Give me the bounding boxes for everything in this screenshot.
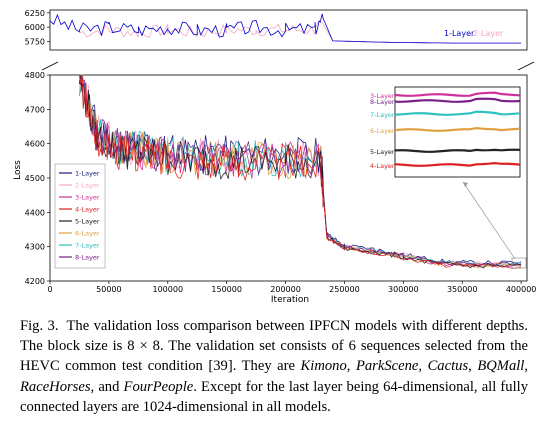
top-series-line <box>49 13 522 44</box>
main-x-tick-labels: 0 50000 100000 150000 200000 250000 300000 3500… <box>47 281 536 294</box>
main-x-tick-label: 0 <box>47 285 52 294</box>
top-panel: 6250 6000 5750 1-Layer 2-Layer <box>25 9 528 51</box>
caption-name-1: Kimono <box>300 358 347 375</box>
y-axis-label: Loss <box>13 160 23 180</box>
main-x-tick-label: 300000 <box>388 285 419 294</box>
main-panel: 4200 4300 4400 4500 4600 4700 4800 0 50000 10000… <box>13 71 536 305</box>
legend-items: 1-Layer 2-Layer 3-Layer 4-Layer 5-Layer 6-Lay… <box>59 170 100 262</box>
caption-text-1: The validation loss comparison between I… <box>20 318 528 375</box>
inset-line <box>394 161 521 167</box>
caption-sep: , <box>418 358 428 375</box>
main-x-tick-label: 150000 <box>211 285 242 294</box>
legend-label: 7-Layer <box>75 242 100 250</box>
legend-label: 6-Layer <box>75 230 100 238</box>
caption-name-3: Cactus <box>427 358 469 375</box>
main-y-tick-label: 4400 <box>25 208 45 217</box>
legend-label: 8-Layer <box>75 254 100 262</box>
top-y-tick-label: 6000 <box>25 23 45 32</box>
main-y-tick-labels: 4200 4300 4400 4500 4600 4700 4800 <box>25 71 50 286</box>
inset-line <box>394 97 521 103</box>
main-x-tick-label: 400000 <box>506 285 537 294</box>
inset-label: 7-Layer <box>370 111 395 119</box>
top-legend-1layer: 1-Layer <box>444 29 475 38</box>
legend-label: 2-Layer <box>75 182 100 190</box>
zoom-arrowhead <box>463 182 468 187</box>
figure-caption: Fig. 3. The validation loss comparison be… <box>20 316 528 417</box>
legend-label: 1-Layer <box>75 170 100 178</box>
zoom-connector <box>462 181 516 260</box>
main-series-line <box>79 82 522 268</box>
caption-sep: , and <box>90 378 124 395</box>
top-y-tick-label: 6250 <box>25 9 45 18</box>
main-y-tick-label: 4300 <box>25 243 45 252</box>
main-y-tick-label: 4800 <box>25 71 45 80</box>
legend-label: 3-Layer <box>75 194 100 202</box>
caption-name-6: FourPeople <box>123 378 194 395</box>
caption-name-2: ParkScene <box>355 358 419 375</box>
inset-label: 6-Layer <box>370 127 395 135</box>
top-legend-2layer: 2-Layer <box>473 29 504 38</box>
top-y-tick-labels: 6250 6000 5750 <box>25 9 50 46</box>
legend-box <box>54 163 106 269</box>
main-series-line <box>79 74 522 267</box>
main-y-tick-label: 4600 <box>25 140 45 149</box>
x-axis-label: Iteration <box>271 295 309 305</box>
inset-line <box>394 126 521 132</box>
main-y-tick-label: 4200 <box>25 277 45 286</box>
zoom-region <box>511 257 527 269</box>
inset-line <box>394 91 521 97</box>
caption-name-4: BQMall <box>477 358 525 375</box>
caption-name-5: RaceHorses <box>20 378 91 395</box>
main-series-line <box>79 74 522 269</box>
main-series-lines <box>79 73 522 269</box>
main-series-line <box>79 74 522 268</box>
top-series-lines <box>49 13 522 44</box>
inset-label: 4-Layer <box>370 162 395 170</box>
caption-label: Fig. 3. <box>20 318 59 334</box>
main-x-tick-label: 100000 <box>153 285 184 294</box>
main-y-tick-label: 4500 <box>25 174 45 183</box>
top-y-tick-label: 5750 <box>25 37 45 46</box>
inset-label: 5-Layer <box>370 148 395 156</box>
caption-sep: , <box>346 358 356 375</box>
top-plot-frame <box>49 9 528 51</box>
inset-label: 3-Layer <box>370 92 395 100</box>
main-x-tick-label: 50000 <box>96 285 121 294</box>
main-x-tick-label: 250000 <box>329 285 360 294</box>
caption-sep: , <box>468 358 478 375</box>
figure-loss-comparison: 6250 6000 5750 1-Layer 2-Layer 4200 4300 440… <box>13 9 536 305</box>
main-y-tick-label: 4700 <box>25 105 45 114</box>
inset-line <box>394 148 521 153</box>
axis-break-right <box>517 61 535 71</box>
main-x-tick-label: 350000 <box>447 285 478 294</box>
inset-label: 8-Layer <box>370 98 395 106</box>
legend-label: 4-Layer <box>75 206 100 214</box>
legend: 1-Layer 2-Layer 3-Layer 4-Layer 5-Layer 6-Lay… <box>54 163 106 269</box>
inset-line <box>394 110 521 116</box>
legend-label: 5-Layer <box>75 218 100 226</box>
caption-text-2: . Except for the last layer being 64-dim… <box>20 378 528 415</box>
axis-break-left <box>41 61 59 71</box>
caption-sep: , <box>524 358 529 375</box>
main-x-tick-label: 200000 <box>270 285 301 294</box>
